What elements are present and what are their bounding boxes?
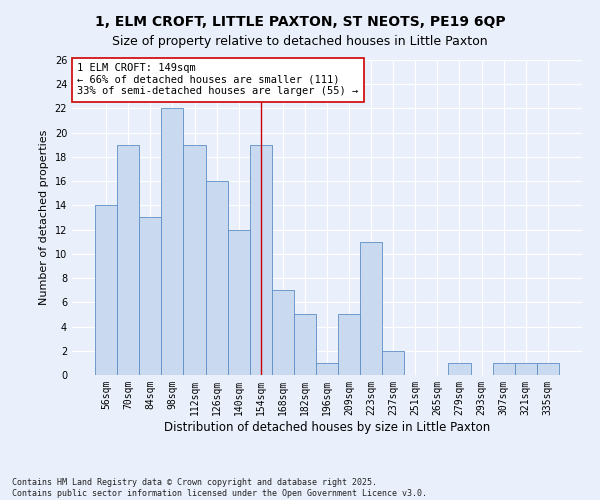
Text: Size of property relative to detached houses in Little Paxton: Size of property relative to detached ho… [112, 35, 488, 48]
Bar [382, 351, 404, 375]
Y-axis label: Number of detached properties: Number of detached properties [39, 130, 49, 305]
Bar [272, 290, 294, 375]
Text: Contains HM Land Registry data © Crown copyright and database right 2025.
Contai: Contains HM Land Registry data © Crown c… [12, 478, 427, 498]
Bar [227, 230, 250, 375]
Bar [294, 314, 316, 375]
Bar [448, 363, 470, 375]
Bar [250, 145, 272, 375]
Text: 1, ELM CROFT, LITTLE PAXTON, ST NEOTS, PE19 6QP: 1, ELM CROFT, LITTLE PAXTON, ST NEOTS, P… [95, 15, 505, 29]
Bar [316, 363, 338, 375]
Bar [338, 314, 360, 375]
Bar [95, 206, 117, 375]
Bar [139, 218, 161, 375]
Bar [493, 363, 515, 375]
Text: 1 ELM CROFT: 149sqm
← 66% of detached houses are smaller (111)
33% of semi-detac: 1 ELM CROFT: 149sqm ← 66% of detached ho… [77, 63, 358, 96]
X-axis label: Distribution of detached houses by size in Little Paxton: Distribution of detached houses by size … [164, 420, 490, 434]
Bar [161, 108, 184, 375]
Bar [206, 181, 227, 375]
Bar [515, 363, 537, 375]
Bar [537, 363, 559, 375]
Bar [360, 242, 382, 375]
Bar [117, 145, 139, 375]
Bar [184, 145, 206, 375]
